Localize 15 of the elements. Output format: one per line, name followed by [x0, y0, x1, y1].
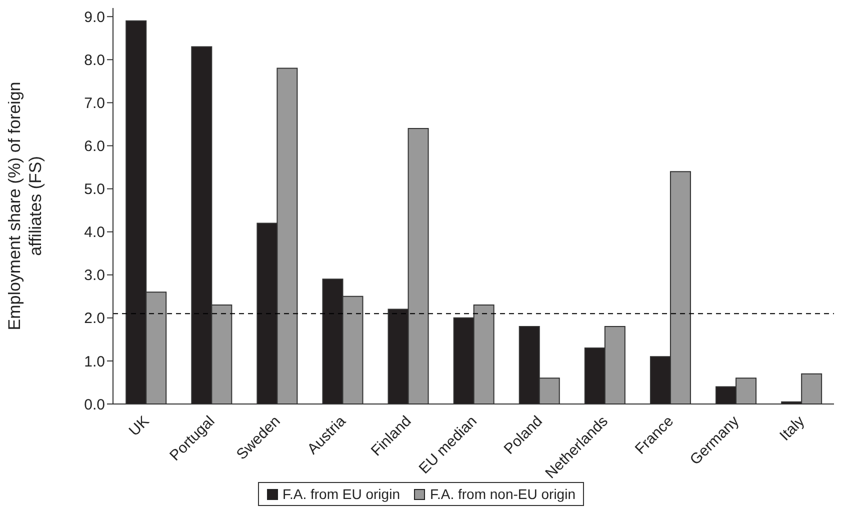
y-tick-label: 4.0	[84, 224, 105, 242]
legend-label: F.A. from non-EU origin	[428, 486, 576, 502]
y-tick-label: 7.0	[84, 95, 105, 112]
x-tick-label: UK	[126, 412, 153, 440]
y-tick-label: 1.0	[84, 353, 105, 370]
y-axis-title: Employment share (%) of foreign affiliates (FS)	[5, 82, 45, 330]
x-tick-label: Italy	[776, 412, 808, 444]
y-tick-label: 3.0	[84, 267, 105, 284]
y-tick-label: 6.0	[84, 138, 105, 156]
y-tick-label: 9.0	[84, 8, 105, 26]
y-tick-label: 0.0	[84, 396, 105, 414]
y-tick-label: 5.0	[84, 181, 105, 198]
y-tick-label: 2.0	[84, 310, 105, 328]
y-tick-label: 8.0	[84, 52, 105, 69]
legend-label: F.A. from EU origin	[282, 486, 400, 502]
